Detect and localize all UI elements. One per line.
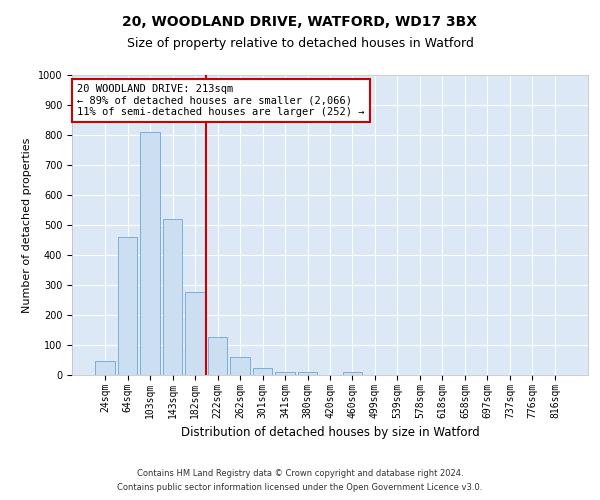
Bar bbox=[208, 336, 227, 375]
Text: 20 WOODLAND DRIVE: 213sqm
← 89% of detached houses are smaller (2,066)
11% of se: 20 WOODLAND DRIVE: 213sqm ← 89% of detac… bbox=[77, 84, 365, 117]
Text: Contains HM Land Registry data © Crown copyright and database right 2024.: Contains HM Land Registry data © Crown c… bbox=[137, 468, 463, 477]
Y-axis label: Number of detached properties: Number of detached properties bbox=[22, 138, 32, 312]
Text: 20, WOODLAND DRIVE, WATFORD, WD17 3BX: 20, WOODLAND DRIVE, WATFORD, WD17 3BX bbox=[122, 15, 478, 29]
Bar bbox=[343, 372, 362, 375]
Bar bbox=[95, 361, 115, 375]
Bar bbox=[230, 357, 250, 375]
Bar bbox=[275, 372, 295, 375]
Bar bbox=[253, 368, 272, 375]
Bar bbox=[140, 132, 160, 375]
Bar bbox=[163, 219, 182, 375]
Bar bbox=[185, 292, 205, 375]
Bar bbox=[118, 237, 137, 375]
Text: Contains public sector information licensed under the Open Government Licence v3: Contains public sector information licen… bbox=[118, 484, 482, 492]
Text: Size of property relative to detached houses in Watford: Size of property relative to detached ho… bbox=[127, 38, 473, 51]
Bar bbox=[298, 372, 317, 375]
X-axis label: Distribution of detached houses by size in Watford: Distribution of detached houses by size … bbox=[181, 426, 479, 439]
